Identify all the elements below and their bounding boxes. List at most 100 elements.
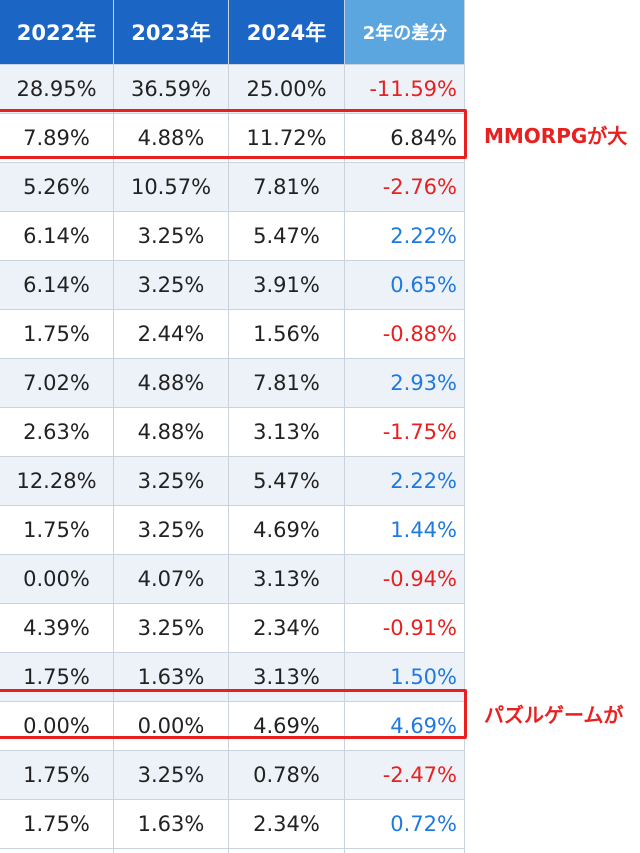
cell-2023: 10.57% bbox=[114, 162, 228, 211]
cell-2024: 0.78% bbox=[229, 750, 344, 799]
cell-2022: 2.63% bbox=[23, 419, 90, 444]
cell-2023: 1.63% bbox=[114, 652, 228, 701]
cell-2022: 1.75% bbox=[0, 750, 113, 799]
cell-2023: 0.00% bbox=[137, 713, 205, 738]
grid-line-horizontal bbox=[0, 799, 465, 800]
cell-2024: 25.00% bbox=[229, 64, 344, 113]
grid-line-vertical bbox=[113, 0, 114, 853]
cell-diff: -0.94% bbox=[345, 554, 465, 603]
grid-line-vertical bbox=[464, 0, 465, 853]
grid-line-horizontal bbox=[0, 260, 465, 261]
cell-2022: 5.26% bbox=[0, 162, 113, 211]
cell-2024: 7.81% bbox=[229, 358, 344, 407]
grid-line-horizontal bbox=[0, 848, 465, 849]
table-row: 12.28% 3.25% 5.47% 2.22% bbox=[0, 456, 465, 505]
table-row: 0.00% 4.07% 3.13% -0.94% bbox=[0, 554, 465, 603]
table-row: 6.14% 3.25% 5.47% 2.22% bbox=[0, 211, 465, 260]
grid-line-horizontal bbox=[0, 750, 465, 751]
grid-line-horizontal bbox=[0, 64, 465, 65]
grid-line-vertical bbox=[344, 0, 345, 853]
cell-2024: 2.34% bbox=[253, 811, 320, 836]
table-row: 1.75% 1.63% 2.34% 0.72% bbox=[0, 799, 465, 848]
cell-2024: 5.47% bbox=[253, 223, 320, 248]
grid-line-horizontal bbox=[0, 603, 465, 604]
table-row: 4.39% 3.25% 2.34% -0.91% bbox=[0, 603, 465, 652]
cell-2023: 3.25% bbox=[137, 517, 205, 542]
cell-2022: 12.28% bbox=[0, 456, 113, 505]
cell-2024: 7.81% bbox=[229, 162, 344, 211]
cell-2023: 3.25% bbox=[114, 456, 228, 505]
cell-2023: 36.59% bbox=[114, 64, 228, 113]
cell-2022: 1.75% bbox=[23, 517, 90, 542]
grid-line-horizontal bbox=[0, 701, 465, 702]
cell-2024: 2.34% bbox=[253, 615, 320, 640]
grid-line-horizontal bbox=[0, 211, 465, 212]
grid-line-vertical bbox=[228, 0, 229, 853]
cell-diff: 0.65% bbox=[345, 260, 465, 309]
table-row: 1.75% 1.63% 3.13% 1.50% bbox=[0, 652, 465, 701]
cell-2024: 4.69% bbox=[253, 517, 320, 542]
cell-diff: -0.91% bbox=[382, 615, 457, 640]
table-header: 2022年 2023年 2024年 2年の差分 bbox=[0, 0, 465, 64]
cell-2022: 6.14% bbox=[0, 260, 113, 309]
header-diff: 2年の差分 bbox=[345, 0, 465, 64]
grid-line-horizontal bbox=[0, 162, 465, 163]
table-row: 7.89% 4.88% 11.72% 6.84% bbox=[0, 113, 465, 162]
grid-line-horizontal bbox=[0, 456, 465, 457]
cell-2023: 3.25% bbox=[114, 260, 228, 309]
grid-line-horizontal bbox=[0, 554, 465, 555]
cell-2022: 7.89% bbox=[23, 125, 90, 150]
cell-2022: 4.39% bbox=[23, 615, 90, 640]
cell-2024: 3.13% bbox=[229, 652, 344, 701]
grid-line-horizontal bbox=[0, 505, 465, 506]
grid-line-horizontal bbox=[0, 113, 465, 114]
cell-diff: -2.76% bbox=[345, 162, 465, 211]
cell-2022: 1.75% bbox=[0, 652, 113, 701]
cell-diff: -0.88% bbox=[382, 321, 457, 346]
cell-diff: 2.22% bbox=[345, 456, 465, 505]
grid-line-horizontal bbox=[0, 407, 465, 408]
cell-2023: 4.07% bbox=[114, 554, 228, 603]
header-2022: 2022年 bbox=[0, 0, 113, 64]
cell-2022: 0.00% bbox=[23, 713, 90, 738]
cell-diff: 6.84% bbox=[390, 125, 457, 150]
cell-diff: 4.69% bbox=[390, 713, 457, 738]
table-row: 1.75% 3.25% 4.69% 1.44% bbox=[0, 505, 465, 554]
cell-diff: -2.47% bbox=[345, 750, 465, 799]
grid-line-horizontal bbox=[0, 309, 465, 310]
table-row: 5.26% 10.57% 7.81% -2.76% bbox=[0, 162, 465, 211]
table-row: 1.75% 2.44% 1.56% -0.88% bbox=[0, 309, 465, 358]
cell-2023: 3.25% bbox=[137, 223, 205, 248]
cell-diff: 2.93% bbox=[345, 358, 465, 407]
cell-2022: 1.75% bbox=[23, 321, 90, 346]
cell-diff: 1.50% bbox=[345, 652, 465, 701]
cell-2022: 6.14% bbox=[23, 223, 90, 248]
cell-2022: 28.95% bbox=[0, 64, 113, 113]
table-row: 2.63% 4.88% 3.13% -1.75% bbox=[0, 407, 465, 456]
table-row: 7.02% 4.88% 7.81% 2.93% bbox=[0, 358, 465, 407]
cell-diff: 1.44% bbox=[390, 517, 457, 542]
cell-2023: 4.88% bbox=[137, 125, 205, 150]
cell-2023: 4.88% bbox=[114, 358, 228, 407]
cell-2023: 4.88% bbox=[137, 419, 205, 444]
cell-2024: 5.47% bbox=[229, 456, 344, 505]
header-2024: 2024年 bbox=[229, 0, 344, 64]
cell-diff: -11.59% bbox=[345, 64, 465, 113]
cell-2024: 11.72% bbox=[246, 125, 327, 150]
cell-diff: -1.75% bbox=[382, 419, 457, 444]
cell-diff: 0.72% bbox=[390, 811, 457, 836]
cell-2023: 3.25% bbox=[114, 750, 228, 799]
cell-2024: 3.13% bbox=[253, 419, 320, 444]
cell-2023: 3.25% bbox=[137, 615, 205, 640]
table-row: 28.95% 36.59% 25.00% -11.59% bbox=[0, 64, 465, 113]
cell-2022: 1.75% bbox=[23, 811, 90, 836]
grid-line-horizontal bbox=[0, 652, 465, 653]
annotation-mmorpg: MMORPGが大 bbox=[484, 124, 628, 148]
table-row: 0.00% 0.00% 4.69% 4.69% bbox=[0, 701, 465, 750]
cell-2024: 3.91% bbox=[229, 260, 344, 309]
cell-2022: 0.00% bbox=[0, 554, 113, 603]
annotation-puzzle: パズルゲームが bbox=[484, 703, 624, 727]
cell-2022: 7.02% bbox=[0, 358, 113, 407]
table-row: 6.14% 3.25% 3.91% 0.65% bbox=[0, 260, 465, 309]
cell-2024: 1.56% bbox=[253, 321, 320, 346]
